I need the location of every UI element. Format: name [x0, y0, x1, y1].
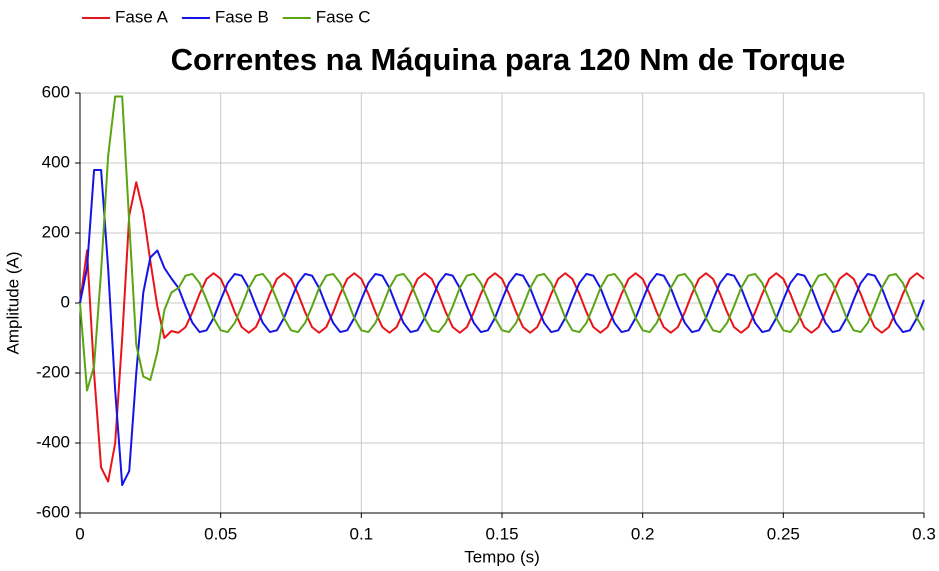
y-tick-label: 0 — [61, 292, 70, 311]
data-line — [79, 95, 925, 392]
x-tick-label: 0.3 — [912, 524, 936, 543]
x-tick-label: 0.2 — [631, 524, 655, 543]
y-tick-label: -600 — [36, 502, 70, 521]
x-axis-label: Tempo (s) — [464, 547, 540, 566]
legend-label: Fase B — [215, 7, 269, 26]
x-tick-label: 0.25 — [767, 524, 800, 543]
data-line — [79, 169, 925, 486]
y-tick-label: -400 — [36, 432, 70, 451]
y-tick-label: 200 — [42, 222, 70, 241]
data-line — [79, 181, 925, 483]
chart-title: Correntes na Máquina para 120 Nm de Torq… — [171, 42, 846, 77]
x-tick-label: 0.1 — [350, 524, 374, 543]
legend-label: Fase C — [316, 7, 371, 26]
y-tick-label: 600 — [42, 82, 70, 101]
legend-label: Fase A — [115, 7, 169, 26]
legend-item: Fase A — [82, 7, 169, 26]
x-tick-label: 0 — [75, 524, 84, 543]
y-tick-label: -200 — [36, 362, 70, 381]
x-tick-label: 0.05 — [204, 524, 237, 543]
legend-item: Fase C — [282, 7, 371, 26]
legend-item: Fase B — [181, 7, 269, 26]
y-tick-label: 400 — [42, 152, 70, 171]
x-tick-label: 0.15 — [485, 524, 518, 543]
y-axis-label: Amplitude (A) — [3, 252, 22, 355]
